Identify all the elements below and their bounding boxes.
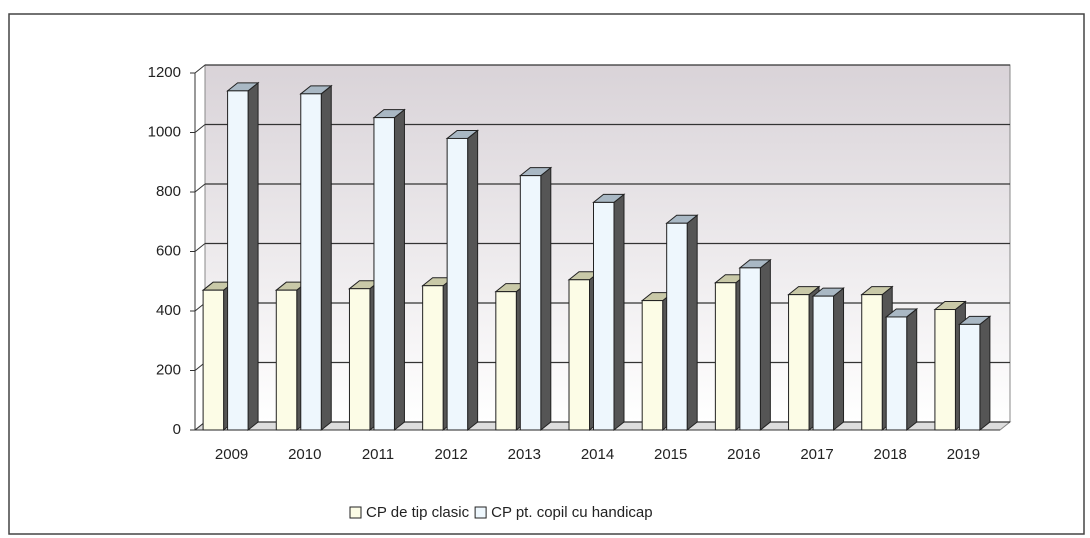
y-tick-label: 1200 (148, 64, 181, 81)
bar (739, 267, 761, 431)
bar-side (320, 84, 332, 432)
bar-side (759, 258, 771, 432)
y-tick-label: 0 (173, 421, 181, 438)
x-tick-label: 2010 (288, 446, 321, 463)
bar (568, 279, 591, 431)
bar-side (247, 81, 259, 432)
bar (202, 289, 225, 431)
bar (958, 323, 981, 431)
bar (422, 285, 444, 431)
x-tick-label: 2014 (581, 446, 614, 463)
bar-side (833, 287, 845, 432)
grid-line (194, 124, 206, 133)
bar (446, 137, 469, 431)
bar (373, 117, 395, 431)
bar-side (979, 315, 991, 432)
y-tick-label: 400 (156, 302, 181, 319)
bar (788, 294, 810, 431)
y-tick-label: 1000 (148, 123, 181, 140)
bar (275, 289, 298, 431)
y-tick-label: 200 (156, 361, 181, 378)
bar (593, 201, 615, 431)
grid-line (194, 183, 206, 193)
bar (812, 295, 835, 431)
bar-side (686, 214, 698, 432)
bar (519, 175, 542, 431)
bar (666, 222, 688, 431)
x-tick-label: 2013 (508, 446, 541, 463)
x-tick-label: 2015 (654, 446, 687, 463)
bar (300, 93, 322, 431)
legend-swatch (349, 506, 362, 519)
bar-side (540, 166, 552, 432)
legend-swatch (474, 506, 487, 519)
x-tick-label: 2017 (800, 446, 833, 463)
bar (714, 282, 737, 431)
x-tick-label: 2019 (947, 446, 980, 463)
y-tick-label: 600 (156, 242, 181, 259)
bar-side (613, 193, 625, 432)
x-tick-label: 2011 (362, 446, 394, 463)
bar (227, 90, 249, 431)
bar (348, 288, 371, 431)
grid-line (194, 243, 206, 252)
x-tick-label: 2012 (434, 446, 467, 463)
bar-side (906, 307, 918, 432)
bar-side (467, 129, 479, 432)
x-tick-label: 2018 (874, 446, 907, 463)
bar (885, 316, 908, 431)
legend-label: CP de tip clasic (366, 504, 470, 521)
bar (934, 309, 956, 431)
x-tick-label: 2016 (727, 446, 760, 463)
bar-side (393, 108, 405, 432)
y-tick-label: 800 (156, 183, 181, 200)
x-tick-label: 2009 (215, 446, 248, 463)
bar (495, 291, 517, 431)
legend-label: CP pt. copil cu handicap (491, 504, 653, 521)
bar (641, 300, 664, 431)
bar (861, 294, 883, 431)
grid-line (194, 64, 206, 74)
